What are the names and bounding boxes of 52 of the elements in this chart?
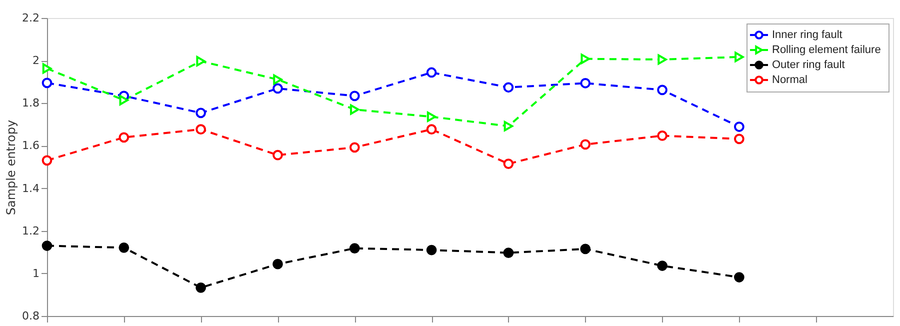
point [503,82,514,93]
point [272,83,283,94]
legend-label: Inner ring fault [772,29,842,41]
point [349,243,360,254]
point [196,56,206,66]
point [350,104,360,115]
point [580,139,591,150]
point [118,242,130,253]
point [426,124,437,134]
y-tick-label: 2 [32,54,40,68]
y-tick-label: 1.8 [22,96,40,110]
point [272,150,283,160]
point [734,52,744,62]
point [580,78,591,88]
point [42,78,52,88]
point [426,112,436,122]
point [42,155,52,166]
point [196,124,206,134]
point [734,134,744,144]
y-axis-title: Sample entropy [4,120,18,216]
point [42,63,52,74]
y-tick-label: 2.2 [22,12,40,24]
point [503,158,514,169]
point [118,132,130,143]
point [580,54,590,64]
point [657,130,668,141]
point [580,244,591,254]
point [119,94,129,106]
y-tick-label: 0.8 [22,310,40,322]
point [426,67,437,78]
point [272,258,283,270]
y-tick-label: 1.2 [22,224,40,238]
point [658,54,667,65]
y-tick-label: 1.6 [22,139,40,152]
point [503,248,514,258]
point [273,74,282,85]
point [734,272,744,282]
y-tick-label: 1 [32,266,40,280]
point [734,122,744,132]
point [196,282,206,293]
point [657,260,668,271]
point [504,120,514,132]
point [196,108,206,118]
legend-label: Rolling element failure [772,44,881,56]
y-tick-label: 1.4 [22,182,40,195]
legend-label: Normal [772,74,808,86]
point [657,84,668,96]
point [349,90,360,102]
point [349,142,360,153]
legend-label: Outer ring fault [772,59,845,71]
point [426,244,437,256]
point [42,240,52,251]
